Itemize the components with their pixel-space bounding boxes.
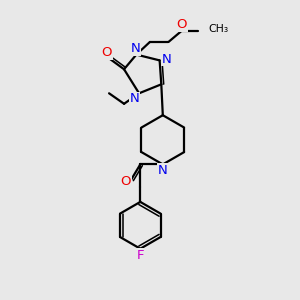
Text: N: N (161, 53, 171, 66)
Text: CH₃: CH₃ (208, 24, 228, 34)
Text: N: N (130, 92, 140, 105)
Text: F: F (136, 249, 144, 262)
Text: O: O (177, 18, 187, 31)
Text: O: O (121, 175, 131, 188)
Text: O: O (102, 46, 112, 59)
Text: N: N (130, 42, 140, 56)
Text: N: N (158, 164, 168, 177)
